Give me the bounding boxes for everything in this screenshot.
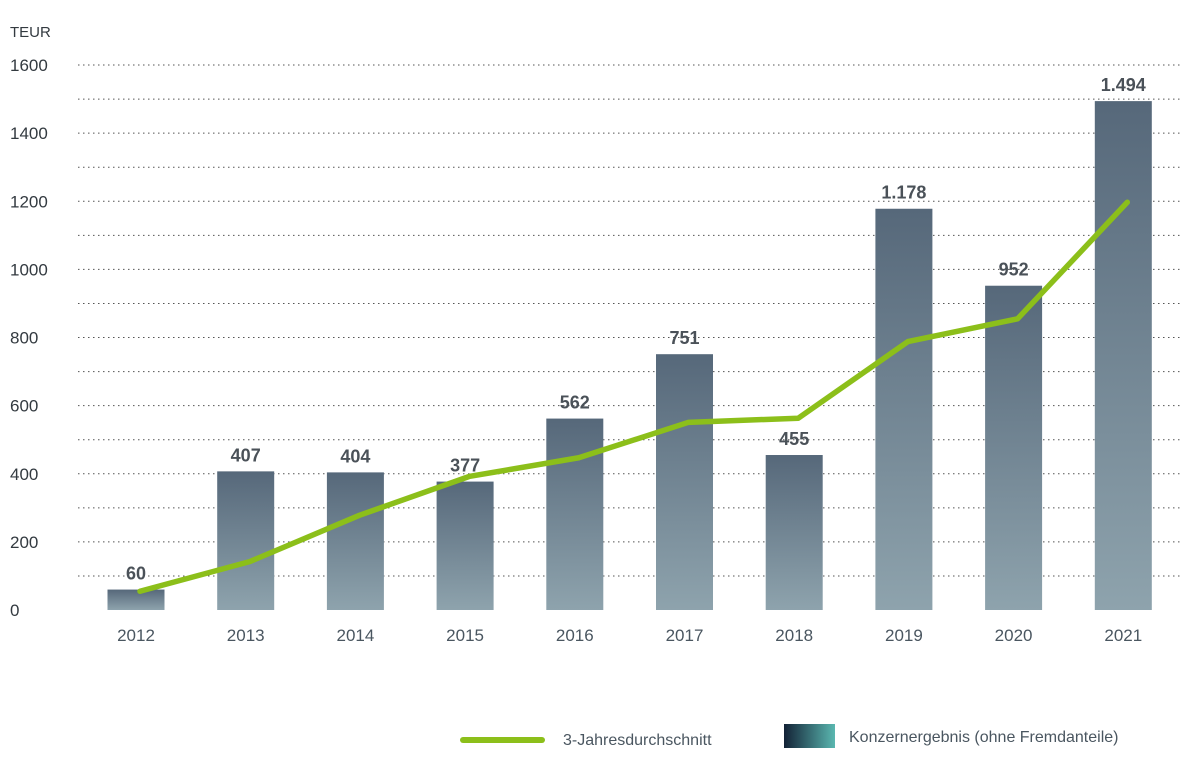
line-series <box>137 199 1131 595</box>
data-label: 407 <box>231 445 261 465</box>
data-label: 952 <box>999 260 1029 280</box>
bar <box>326 472 384 610</box>
y-tick-label: 400 <box>10 465 38 484</box>
legend-label-bar: Konzernergebnis (ohne Fremdanteile) <box>849 729 1118 746</box>
y-tick-label: 0 <box>10 601 19 620</box>
data-label: 1.178 <box>881 183 926 203</box>
x-tick-label: 2021 <box>1104 626 1142 645</box>
y-tick-label: 1600 <box>10 56 48 75</box>
data-label: 562 <box>560 393 590 413</box>
bar <box>107 589 165 610</box>
x-tick-label: 2013 <box>227 626 265 645</box>
data-label: 377 <box>450 456 480 476</box>
y-tick-label: 200 <box>10 533 38 552</box>
x-tick-label: 2019 <box>885 626 923 645</box>
data-label: 404 <box>340 446 370 466</box>
x-tick-label: 2020 <box>995 626 1033 645</box>
average-line <box>137 199 1131 595</box>
bar <box>1094 101 1152 610</box>
y-tick-label: 1000 <box>10 260 48 279</box>
data-label: 60 <box>126 564 146 584</box>
x-tick-label: 2017 <box>666 626 704 645</box>
data-label: 1.494 <box>1101 75 1146 95</box>
data-labels: 60 407 404 377 562 751 455 1.178 952 1.494 <box>126 75 1146 583</box>
x-tick-label: 2014 <box>336 626 374 645</box>
y-tick-label: 1200 <box>10 192 48 211</box>
bar <box>546 418 604 610</box>
y-axis-ticks: 0 200 400 600 800 1000 1200 1400 1600 <box>10 56 48 620</box>
x-tick-label: 2018 <box>775 626 813 645</box>
data-label: 751 <box>669 328 699 348</box>
x-tick-label: 2012 <box>117 626 155 645</box>
x-axis-ticks: 2012 2013 2014 2015 2016 2017 2018 2019 2020 2021 <box>117 626 1142 645</box>
x-tick-label: 2016 <box>556 626 594 645</box>
y-tick-label: 800 <box>10 329 38 348</box>
data-label: 455 <box>779 429 809 449</box>
y-tick-label: 600 <box>10 397 38 416</box>
bar <box>436 481 494 610</box>
bar <box>217 471 275 610</box>
y-axis-unit-label: TEUR <box>10 24 51 41</box>
bar <box>875 208 933 610</box>
y-tick-label: 1400 <box>10 124 48 143</box>
bar <box>985 285 1043 610</box>
bar <box>765 455 823 610</box>
bar <box>656 354 713 610</box>
legend: 3-Jahresdurchschnitt Konzernergebnis (oh… <box>460 724 1118 749</box>
bar-series <box>107 101 1152 610</box>
x-tick-label: 2015 <box>446 626 484 645</box>
legend-bar-swatch <box>784 724 835 748</box>
legend-label-line: 3-Jahresdurchschnitt <box>563 732 712 749</box>
